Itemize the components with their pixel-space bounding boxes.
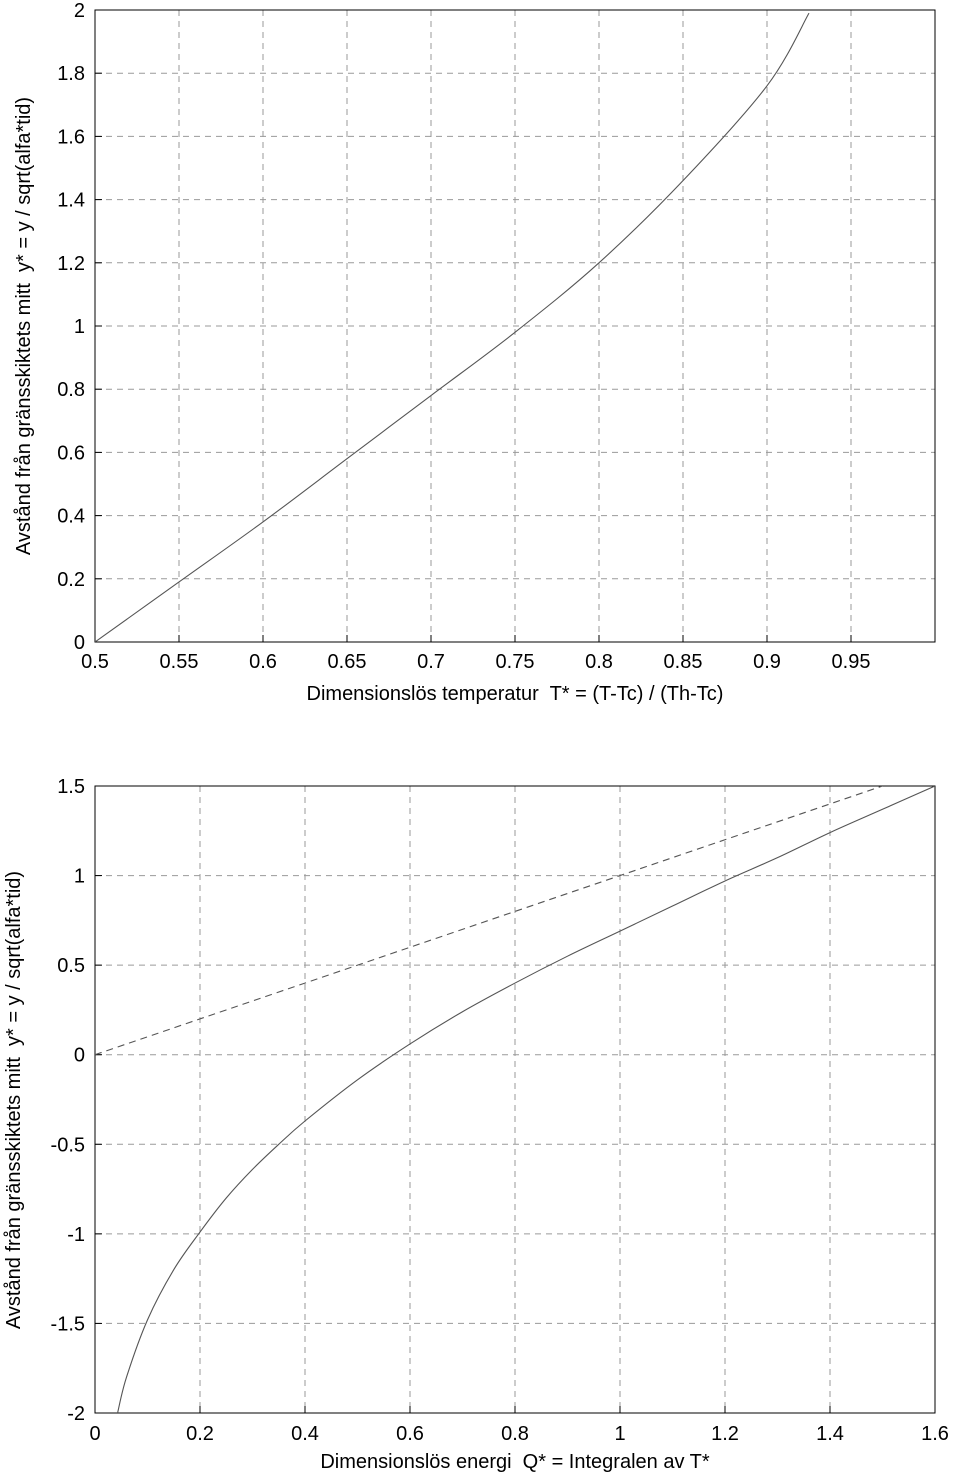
chart-energy: 0 0.2 0.4 0.6 0.8 1 1.2 1.4 1.6 1.5 1 0.5 0 -0.5 -1 -1.… bbox=[3, 776, 949, 1473]
x-tick-label: 0.8 bbox=[585, 651, 613, 673]
chart-temperature: 0.5 0.55 0.6 0.65 0.7 0.75 0.8 0.85 0.9 0.95 0 0.2 0… bbox=[13, 0, 936, 705]
x-tick-label: 0.95 bbox=[832, 651, 871, 673]
y-tick-label: 0.4 bbox=[57, 506, 85, 528]
y-tick-label: -2 bbox=[67, 1403, 85, 1425]
y-axis-label: Avstånd från gränsskiktets mitt y* = y /… bbox=[13, 97, 35, 555]
x-tick-label: 0 bbox=[89, 1423, 100, 1445]
x-tick-label: 0.55 bbox=[160, 651, 199, 673]
y-tick-label: 0.6 bbox=[57, 442, 85, 464]
y-tick-label: 1.2 bbox=[57, 253, 85, 275]
y-tick-label: 1.6 bbox=[57, 126, 85, 148]
y-tick-label: 1.4 bbox=[57, 190, 85, 212]
x-tick-label: 1.6 bbox=[921, 1423, 949, 1445]
x-tick-label: 0.85 bbox=[664, 651, 703, 673]
y-tick-label: 1.8 bbox=[57, 63, 85, 85]
x-tick-label: 0.75 bbox=[496, 651, 535, 673]
x-tick-label: 0.7 bbox=[417, 651, 445, 673]
x-tick-label: 0.9 bbox=[753, 651, 781, 673]
y-tick-label: 2 bbox=[74, 0, 85, 22]
y-tick-label: 0.5 bbox=[57, 955, 85, 977]
x-tick-label: 1.4 bbox=[816, 1423, 844, 1445]
x-tick-label: 0.6 bbox=[249, 651, 277, 673]
y-tick-label: 0 bbox=[74, 632, 85, 654]
y-tick-label: 1 bbox=[74, 316, 85, 338]
y-tick-label: -0.5 bbox=[51, 1134, 85, 1156]
x-tick-label: 0.2 bbox=[186, 1423, 214, 1445]
y-tick-label: 0.8 bbox=[57, 379, 85, 401]
y-tick-label: 1 bbox=[74, 866, 85, 888]
series-line-dashed bbox=[95, 786, 883, 1056]
series-line-solid bbox=[95, 12, 810, 642]
x-tick-label: 1.2 bbox=[711, 1423, 739, 1445]
x-axis-label: Dimensionslös temperatur T* = (T-Tc) / (… bbox=[307, 683, 724, 705]
x-tick-label: 1 bbox=[614, 1423, 625, 1445]
y-tick-label: 0.2 bbox=[57, 569, 85, 591]
y-tick-label: -1.5 bbox=[51, 1313, 85, 1335]
x-axis-label: Dimensionslös energi Q* = Integralen av … bbox=[320, 1451, 709, 1473]
x-tick-label: 0.5 bbox=[81, 651, 109, 673]
y-axis-label: Avstånd från gränsskiktets mitt y* = y /… bbox=[3, 871, 25, 1329]
x-tick-label: 0.4 bbox=[291, 1423, 319, 1445]
x-tick-label: 0.8 bbox=[501, 1423, 529, 1445]
y-tick-label: 1.5 bbox=[57, 776, 85, 798]
y-tick-label: -1 bbox=[67, 1224, 85, 1246]
y-tick-label: 0 bbox=[74, 1045, 85, 1067]
x-tick-label: 0.65 bbox=[328, 651, 367, 673]
series-line-solid bbox=[117, 786, 935, 1413]
x-tick-label: 0.6 bbox=[396, 1423, 424, 1445]
